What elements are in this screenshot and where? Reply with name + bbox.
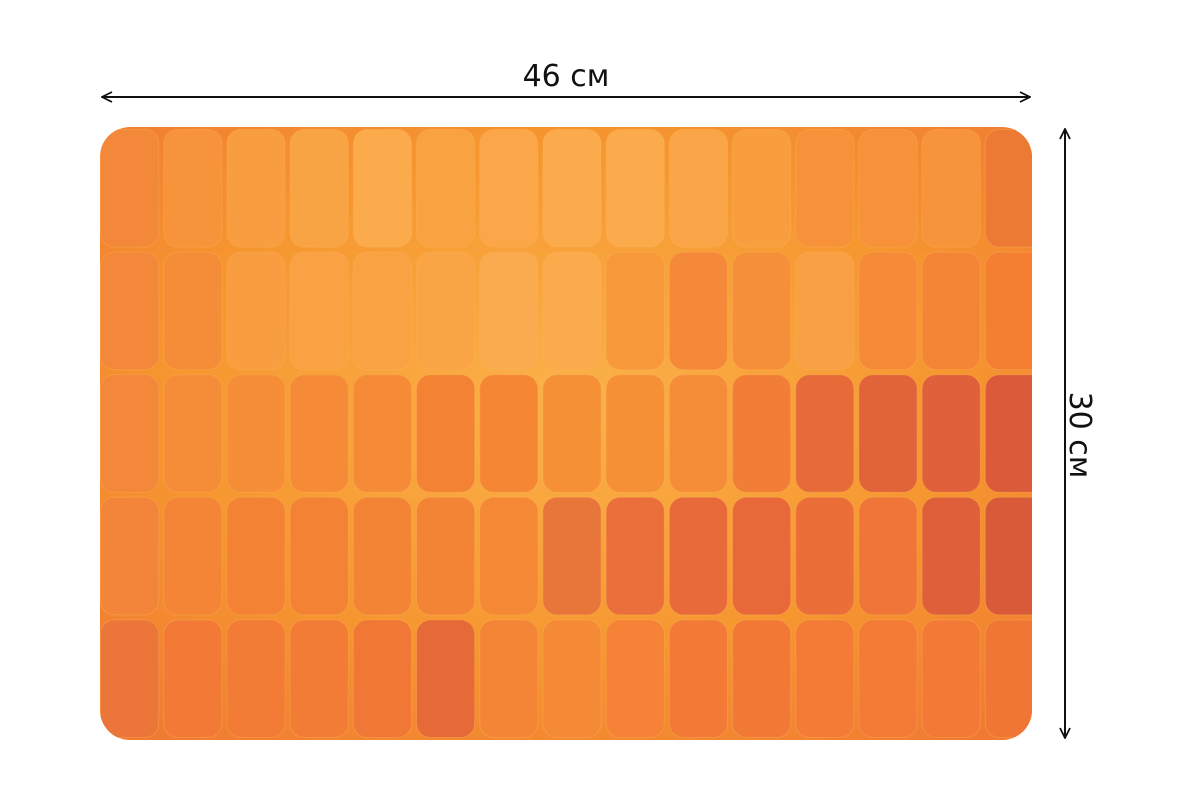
tile (163, 496, 223, 616)
tile (416, 619, 476, 739)
tile (100, 129, 160, 248)
tile (416, 496, 476, 616)
tile (858, 129, 918, 248)
tile (226, 496, 286, 616)
tile (416, 129, 476, 248)
tile (289, 496, 349, 616)
tile (795, 619, 855, 739)
tile (289, 619, 349, 739)
tile (352, 619, 412, 739)
tile (732, 374, 792, 493)
tile (858, 496, 918, 616)
tile (416, 374, 476, 493)
tile (163, 619, 223, 739)
tile (984, 374, 1032, 493)
tile (795, 374, 855, 493)
tile (226, 374, 286, 493)
tile (732, 251, 792, 371)
tile (352, 129, 412, 248)
tile (605, 374, 665, 493)
tile (732, 619, 792, 739)
tile (668, 619, 728, 739)
tile (605, 129, 665, 248)
tile (352, 251, 412, 371)
tile (605, 619, 665, 739)
tile (542, 374, 602, 493)
placemat (100, 127, 1032, 740)
tile (100, 374, 160, 493)
tile (732, 129, 792, 248)
tile (289, 251, 349, 371)
tile (542, 619, 602, 739)
tile (858, 251, 918, 371)
tile (100, 496, 160, 616)
tile (542, 251, 602, 371)
tile (668, 129, 728, 248)
tile (605, 496, 665, 616)
tile (542, 129, 602, 248)
tile (100, 619, 160, 739)
tile (605, 251, 665, 371)
tile (352, 496, 412, 616)
tile (416, 251, 476, 371)
tile (163, 129, 223, 248)
tile (984, 619, 1032, 739)
tile (921, 251, 981, 371)
tile (795, 129, 855, 248)
tile (921, 496, 981, 616)
tile (479, 496, 539, 616)
tile (163, 251, 223, 371)
tile (921, 374, 981, 493)
tile (542, 496, 602, 616)
tile (479, 619, 539, 739)
tile (732, 496, 792, 616)
tile (352, 374, 412, 493)
tile (100, 251, 160, 371)
tile (795, 251, 855, 371)
width-label: 46 см (523, 59, 610, 94)
tile (858, 374, 918, 493)
tile (668, 496, 728, 616)
tile (921, 619, 981, 739)
tile (479, 251, 539, 371)
tile (858, 619, 918, 739)
tile (668, 251, 728, 371)
tile (226, 251, 286, 371)
tile (984, 129, 1032, 248)
tile (795, 496, 855, 616)
tile (163, 374, 223, 493)
tile (479, 129, 539, 248)
tile (226, 129, 286, 248)
tile (984, 251, 1032, 371)
tile (479, 374, 539, 493)
tile (289, 129, 349, 248)
tile (226, 619, 286, 739)
height-label: 30 см (1062, 392, 1097, 479)
tile (984, 496, 1032, 616)
tile (921, 129, 981, 248)
tile (668, 374, 728, 493)
tile (289, 374, 349, 493)
